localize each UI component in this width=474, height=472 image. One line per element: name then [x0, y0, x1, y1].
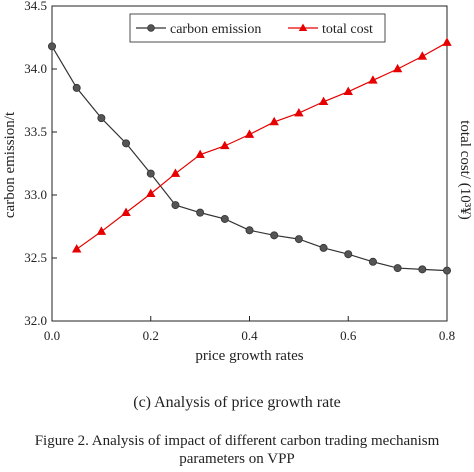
- x-axis-label: price growth rates: [195, 348, 303, 364]
- carbon-emission-point: [122, 139, 131, 148]
- figure-caption-line-2: parameters on VPP: [179, 451, 295, 467]
- figure-caption-line-1: Figure 2. Analysis of impact of differen…: [34, 433, 440, 449]
- total-cost-point: [220, 140, 230, 150]
- total-cost-point: [269, 116, 279, 126]
- x-tick-label: 0.8: [439, 328, 455, 343]
- y2-axis-label: total cost/ (10³¥): [457, 120, 473, 219]
- carbon-emission-point: [368, 257, 377, 266]
- carbon-emission-point: [294, 235, 303, 244]
- carbon-emission-point: [171, 201, 180, 210]
- y-axis-label: carbon emission/t: [2, 111, 18, 218]
- carbon-emission-point: [418, 265, 427, 274]
- total-cost-point: [442, 37, 452, 46]
- y-tick-label: 34.0: [24, 61, 47, 76]
- y-tick-label: 33.0: [24, 187, 47, 202]
- total-cost-point: [121, 207, 131, 216]
- carbon-emission-point: [72, 83, 81, 92]
- carbon-emission-point: [220, 214, 229, 223]
- total-cost-point: [343, 86, 353, 95]
- legend: carbon emission total cost: [129, 13, 386, 43]
- carbon-emission-point: [393, 264, 402, 273]
- legend-marker-carbon: [147, 24, 155, 32]
- subfigure-caption: (c) Analysis of price growth rate: [133, 394, 341, 411]
- total-cost-point: [96, 226, 107, 235]
- y-axis-ticks: 32.0 32.5 33.0 33.5 34.0 34.5: [24, 0, 57, 328]
- legend-label-carbon: carbon emission: [170, 22, 261, 37]
- carbon-emission-point: [344, 250, 353, 259]
- total-cost-point: [244, 129, 255, 138]
- carbon-emission-point: [48, 42, 57, 51]
- total-cost-point: [392, 63, 403, 73]
- total-cost-point: [417, 51, 428, 60]
- x-tick-label: 0.2: [143, 328, 159, 343]
- carbon-emission-point: [196, 208, 205, 217]
- carbon-emission-point: [442, 266, 451, 275]
- legend-box: [129, 13, 386, 43]
- y-tick-label: 34.5: [24, 0, 47, 13]
- total-cost-point: [146, 188, 156, 198]
- plot-frame: [51, 5, 448, 322]
- total-cost-point: [195, 149, 205, 158]
- y-tick-label: 33.5: [24, 124, 47, 139]
- total-cost-point: [170, 168, 181, 177]
- legend-label-cost: total cost: [322, 22, 373, 37]
- total-cost-point: [318, 96, 329, 106]
- x-axis-ticks: 0.0 0.2 0.4 0.6 0.8: [44, 316, 455, 343]
- x-tick-label: 0.4: [241, 328, 258, 343]
- total-cost-point: [368, 75, 378, 84]
- line-chart: 0.0 0.2 0.4 0.6 0.8 32.0 32.5 33.0 33.5 34.0 34.5…: [2, 0, 473, 364]
- carbon-emission-point: [270, 231, 279, 240]
- x-tick-label: 0.6: [340, 328, 357, 343]
- carbon-emission-point: [319, 243, 328, 252]
- carbon-emission-point: [146, 169, 155, 178]
- y-tick-label: 32.0: [24, 313, 47, 328]
- series-layer: [48, 37, 452, 275]
- total-cost-point: [294, 107, 304, 117]
- total-cost-point: [71, 244, 82, 253]
- total-cost-line: [76, 42, 448, 250]
- x-tick-label: 0.0: [44, 328, 60, 343]
- carbon-emission-point: [97, 114, 106, 123]
- carbon-emission-point: [245, 226, 254, 235]
- legend-marker-cost: [298, 23, 308, 31]
- carbon-emission-line: [51, 46, 448, 272]
- y-tick-label: 32.5: [24, 250, 47, 265]
